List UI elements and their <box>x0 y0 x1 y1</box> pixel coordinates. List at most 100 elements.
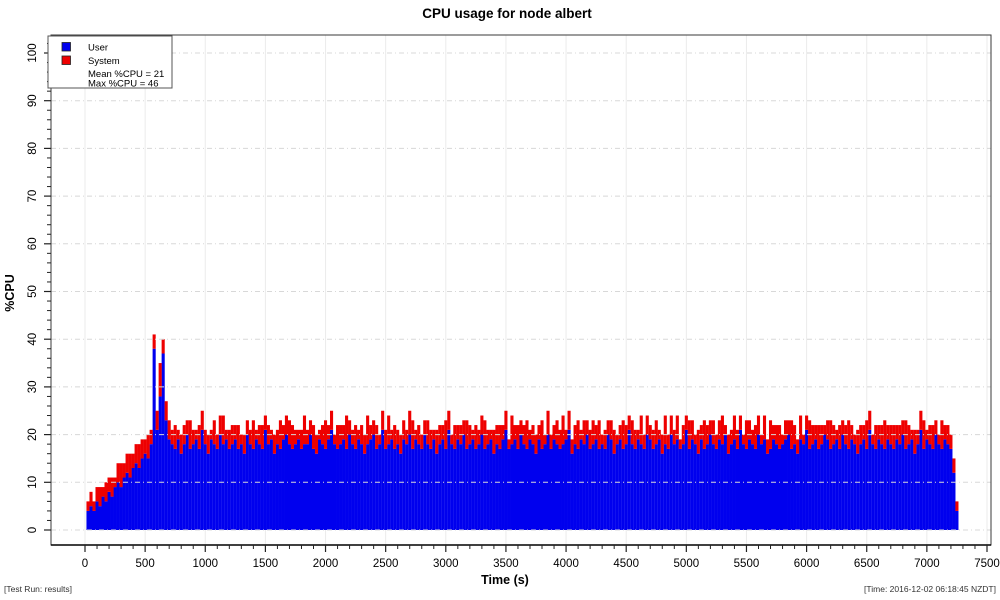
user-bar <box>630 444 634 530</box>
system-bar <box>299 429 304 449</box>
system-bar <box>357 429 361 440</box>
user-bar <box>471 439 475 530</box>
system-bar <box>221 415 225 445</box>
user-bar <box>314 453 319 530</box>
system-bar <box>913 429 917 454</box>
system-bar <box>314 434 319 454</box>
system-bar <box>609 420 613 440</box>
user-bar <box>549 448 553 530</box>
system-bar <box>829 420 833 449</box>
user-bar <box>320 444 325 530</box>
user-bar <box>501 439 505 530</box>
user-bar <box>299 448 304 530</box>
user-bar <box>943 439 947 530</box>
user-bar <box>149 444 153 530</box>
user-bar <box>170 444 174 530</box>
user-bar <box>477 444 481 530</box>
y-tick-label: 30 <box>27 381 39 394</box>
user-bar <box>928 444 932 530</box>
user-bar <box>89 506 93 530</box>
user-bar <box>486 444 490 530</box>
user-bar <box>200 429 204 530</box>
user-bar <box>850 439 854 530</box>
system-bar <box>744 420 749 449</box>
system-bar <box>919 410 923 430</box>
system-bar <box>871 434 875 445</box>
system-bar <box>287 420 292 445</box>
system-bar <box>693 434 697 445</box>
user-bar <box>531 444 535 530</box>
user-bar <box>98 506 102 530</box>
x-tick-label: 6000 <box>794 558 820 570</box>
user-bar <box>606 434 610 530</box>
system-bar <box>260 425 264 449</box>
user-bar <box>254 439 258 530</box>
user-bar <box>747 439 752 530</box>
y-tick-label: 100 <box>27 43 39 62</box>
user-bar <box>405 444 409 530</box>
y-tick-label: 0 <box>27 527 39 533</box>
system-bar <box>242 434 246 454</box>
system-bar <box>462 420 466 435</box>
user-bar <box>525 448 529 530</box>
system-bar <box>197 425 201 449</box>
user-bar <box>420 448 424 530</box>
user-bar <box>411 448 415 530</box>
user-bar <box>567 429 571 530</box>
user-bar <box>862 439 866 530</box>
user-bar <box>489 439 493 530</box>
user-bar <box>555 444 559 530</box>
user-bar <box>922 448 926 530</box>
user-bar <box>311 448 316 530</box>
user-bar <box>260 448 264 530</box>
y-tick-label: 90 <box>27 94 39 107</box>
user-bar <box>278 448 282 530</box>
system-bar <box>738 415 743 430</box>
user-bar <box>266 444 270 530</box>
system-swatch <box>61 55 71 65</box>
system-bar <box>672 429 676 445</box>
user-bar <box>832 444 836 530</box>
user-bar <box>618 439 622 530</box>
user-bar <box>784 439 788 530</box>
user-bar <box>558 448 562 530</box>
user-bar <box>690 439 694 530</box>
system-bar <box>423 420 427 435</box>
user-bar <box>152 348 156 530</box>
system-bar <box>877 425 881 440</box>
user-bar <box>342 439 346 530</box>
x-tick-label: 5500 <box>734 558 760 570</box>
x-tick-label: 2000 <box>313 558 339 570</box>
system-bar <box>369 425 373 440</box>
system-bar <box>155 410 159 430</box>
system-bar <box>591 420 595 445</box>
user-bar <box>194 439 198 530</box>
system-bar <box>227 429 231 449</box>
system-bar <box>405 429 409 445</box>
user-bar <box>510 444 514 530</box>
user-bar <box>248 444 252 530</box>
user-bar <box>756 434 761 530</box>
user-bar <box>242 453 246 530</box>
user-bar <box>841 434 845 530</box>
user-bar <box>946 444 950 530</box>
user-bar <box>336 448 340 530</box>
y-axis-title: %CPU <box>3 274 17 312</box>
system-bar <box>603 429 607 449</box>
user-bar <box>414 439 418 530</box>
user-bar <box>609 439 613 530</box>
system-bar <box>934 420 938 435</box>
y-tick-label: 50 <box>27 285 39 298</box>
user-bar <box>128 477 132 530</box>
user-bar <box>212 444 216 530</box>
user-bar <box>348 434 352 530</box>
user-bar <box>777 448 782 530</box>
user-bar <box>759 444 764 530</box>
user-bar <box>167 439 171 530</box>
system-bar <box>236 425 240 449</box>
system-bar <box>212 420 216 445</box>
user-bar <box>603 448 607 530</box>
system-bar <box>185 420 189 435</box>
user-bar <box>176 439 180 530</box>
